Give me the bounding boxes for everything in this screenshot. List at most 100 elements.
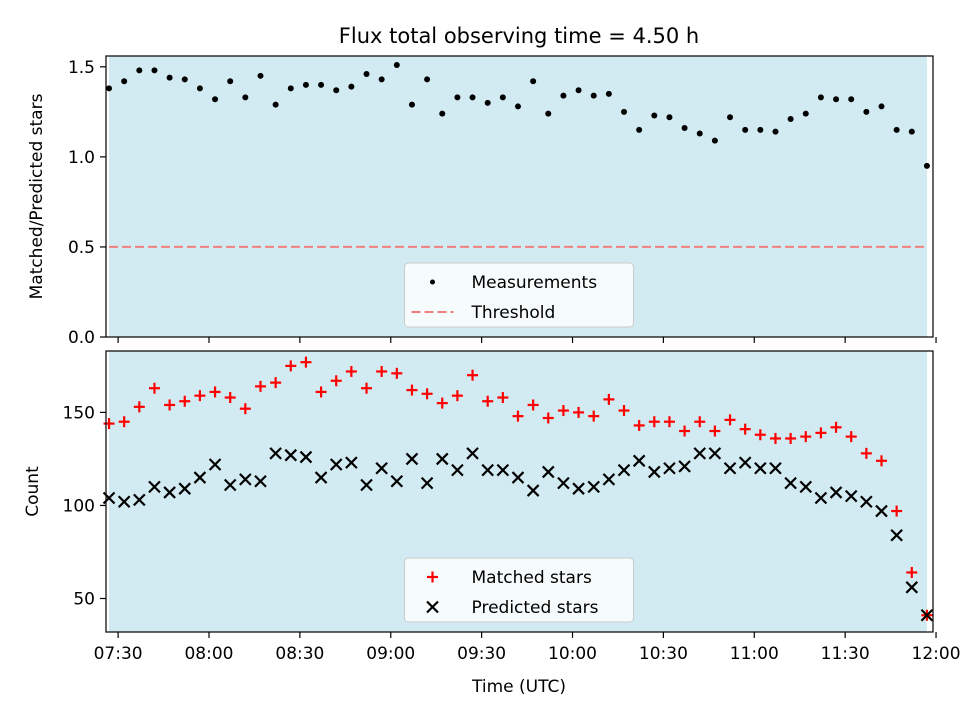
matched-point: [194, 390, 206, 402]
measurement-point: [196, 85, 203, 92]
predicted-point: [329, 458, 343, 471]
measurement-point: [636, 126, 643, 133]
bottom-panel: 07:30 08:00 08:30 09:00 09:30 10:00 10:30 11:00…: [23, 350, 960, 664]
matched-point: [906, 566, 918, 578]
measurement-point: [696, 130, 703, 137]
predicted-point: [269, 447, 282, 460]
measurement-point: [469, 94, 476, 101]
measurement-point: [136, 67, 143, 74]
measurement-point: [151, 67, 158, 74]
measurement-point: [318, 81, 325, 88]
matched-point: [785, 432, 797, 444]
measurement-point: [575, 87, 582, 94]
matched-point: [633, 419, 645, 431]
measurement-point: [484, 99, 491, 106]
measurement-point: [454, 94, 461, 101]
measurement-point: [878, 103, 885, 110]
measurement-point: [121, 78, 128, 85]
y-tick-label: 50: [73, 590, 95, 610]
legend-label: Measurements: [472, 273, 598, 293]
measurement-point: [802, 110, 809, 117]
matched-point: [391, 367, 403, 379]
predicted-point: [345, 456, 358, 469]
predicted-point: [693, 447, 707, 460]
matched-point: [815, 427, 827, 439]
predicted-point: [102, 491, 116, 505]
predicted-point: [284, 448, 298, 462]
chart-title: Flux total observing time = 4.50 h: [339, 24, 699, 48]
matched-point: [436, 397, 448, 409]
y-tick-label: 1.5: [68, 58, 95, 78]
measurement-point: [181, 76, 188, 83]
legend-box: [404, 557, 634, 623]
predicted-point: [678, 460, 691, 473]
measurement-point: [908, 128, 915, 135]
predicted-point: [905, 581, 919, 594]
matched-point: [724, 414, 736, 426]
matched-point: [557, 405, 569, 417]
series-0: [106, 62, 930, 169]
measurement-point: [439, 110, 446, 117]
measurement-point: [272, 101, 279, 108]
matched-point: [224, 392, 236, 404]
predicted-point: [133, 493, 146, 507]
measurement-point: [833, 96, 840, 103]
predicted-point: [481, 463, 494, 477]
legend-label: Predicted stars: [472, 598, 599, 618]
predicted-point: [799, 480, 813, 494]
matched-point: [361, 382, 373, 394]
predicted-point: [738, 456, 752, 469]
matched-point: [800, 431, 812, 443]
measurement-point: [772, 128, 779, 135]
measurement-point: [514, 103, 521, 110]
predicted-point: [314, 471, 328, 484]
predicted-point: [299, 450, 313, 464]
y-tick-label: 150: [63, 403, 95, 423]
measurement-point: [848, 96, 855, 103]
predicted-point: [163, 486, 176, 499]
predicted-point: [375, 461, 388, 475]
predicted-point: [542, 465, 555, 479]
predicted-point: [178, 482, 192, 495]
matched-point: [254, 380, 266, 392]
matched-point: [754, 429, 766, 441]
predicted-point: [875, 504, 888, 518]
matched-point: [497, 392, 509, 404]
matched-point: [133, 401, 145, 413]
measurement-point: [227, 78, 234, 85]
predicted-point: [723, 461, 737, 475]
axes-frame: [105, 55, 934, 338]
predicted-point: [239, 473, 252, 486]
y-tick-label: 0.0: [68, 328, 95, 348]
matched-point: [739, 423, 751, 435]
axes-frame: [105, 350, 934, 633]
matched-point: [451, 390, 463, 402]
series-1: [102, 447, 934, 622]
measurement-point: [560, 92, 567, 99]
matched-point: [845, 431, 857, 443]
predicted-point: [254, 474, 267, 488]
measurement-point: [287, 85, 294, 92]
matched-point: [285, 360, 297, 372]
matched-point: [330, 375, 342, 387]
predicted-point: [451, 463, 464, 477]
measurement-point: [590, 92, 597, 99]
matched-point: [376, 365, 388, 377]
legend-swatch: [430, 279, 435, 285]
x-tick-label: 07:30: [94, 644, 143, 664]
measurement-point: [378, 76, 385, 83]
matched-point: [467, 369, 479, 381]
predicted-point: [769, 461, 782, 475]
predicted-point: [572, 482, 585, 495]
predicted-point: [784, 476, 797, 490]
predicted-point: [496, 463, 510, 477]
matched-point: [179, 395, 191, 407]
matched-point: [542, 412, 554, 424]
legend: Measurements Threshold: [404, 262, 634, 328]
matched-point: [315, 386, 327, 398]
legend: Matched stars Predicted stars: [404, 557, 634, 623]
matched-point: [876, 455, 888, 467]
measurement-point: [666, 114, 673, 121]
y-tick-label: 1.0: [68, 148, 95, 168]
